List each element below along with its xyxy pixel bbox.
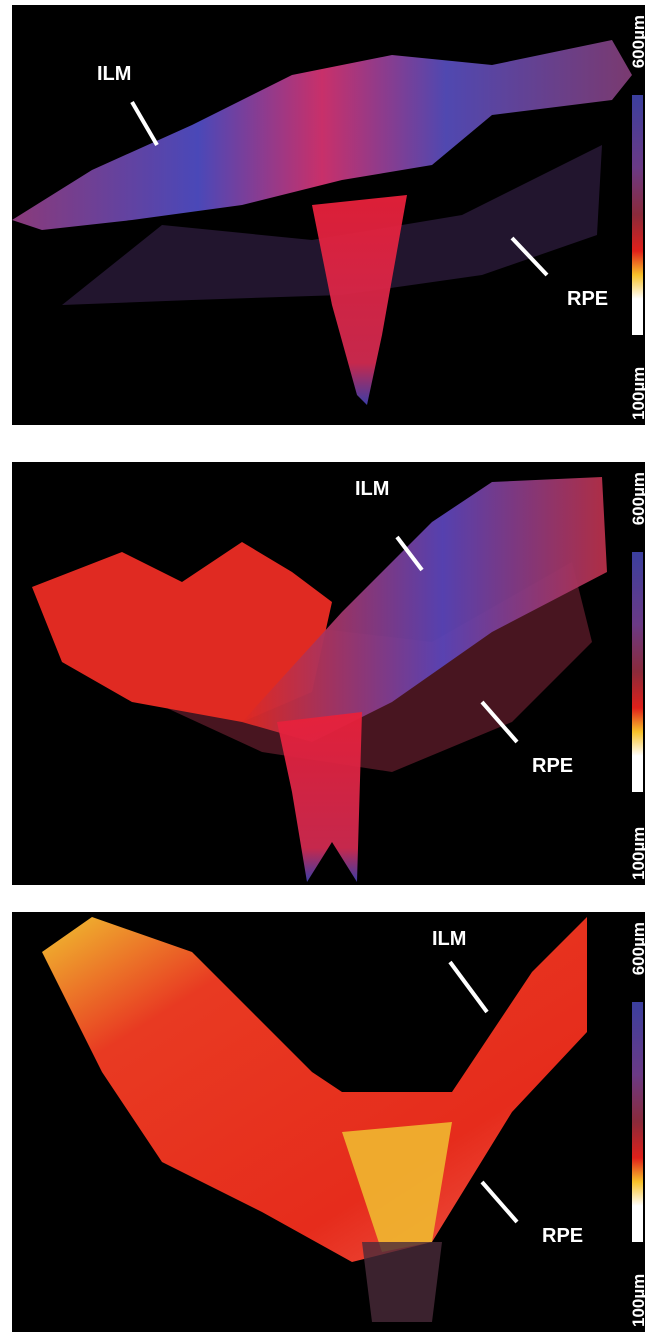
layer-label: ILM — [432, 928, 466, 950]
color-bar — [632, 95, 643, 335]
layer-label: ILM — [97, 63, 131, 85]
scale-min: 100µm — [629, 367, 645, 420]
scale-max: 600µm — [629, 922, 645, 975]
layer-label: RPE — [542, 1225, 583, 1247]
scale-max: 600µm — [629, 15, 645, 68]
color-bar — [632, 1002, 643, 1242]
figure: (() => { const data = JSON.parse(documen… — [0, 0, 655, 1336]
panel: ILM RPE 600µm 100µm — [12, 5, 645, 425]
panel: ILM RPE 600µm 100µm — [12, 462, 645, 885]
layer-label: RPE — [567, 288, 608, 310]
surface — [362, 1242, 442, 1322]
scale-min: 100µm — [629, 1274, 645, 1327]
layer-label: ILM — [355, 478, 389, 500]
scale-min: 100µm — [629, 827, 645, 880]
color-bar — [632, 552, 643, 792]
layer-label: RPE — [532, 755, 573, 777]
panel: ILM RPE 600µm 100µm — [12, 912, 645, 1332]
scale-max: 600µm — [629, 472, 645, 525]
